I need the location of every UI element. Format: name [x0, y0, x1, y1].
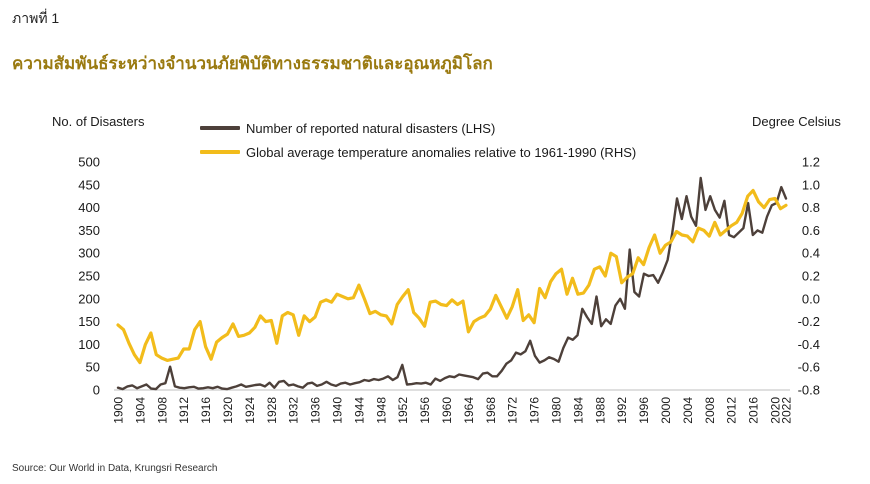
x-tick-label: 1908 — [155, 397, 169, 424]
series-line-disasters — [116, 176, 788, 391]
x-tick-label: 1932 — [287, 397, 301, 424]
left-tick-label: 500 — [78, 155, 100, 170]
legend: Number of reported natural disasters (LH… — [200, 116, 636, 164]
source-note: Source: Our World in Data, Krungsri Rese… — [12, 463, 218, 474]
right-tick-label: 0.2 — [802, 269, 820, 284]
right-tick-label: 0.0 — [802, 291, 820, 306]
x-tick-label: 1984 — [571, 397, 585, 424]
left-axis-title: No. of Disasters — [52, 114, 145, 129]
left-tick-label: 450 — [78, 177, 100, 192]
x-tick-label: 2000 — [659, 397, 673, 424]
left-tick-label: 300 — [78, 246, 100, 261]
legend-label-disasters: Number of reported natural disasters (LH… — [246, 120, 496, 136]
chart-title: ความสัมพันธ์ระหว่างจำนวนภัยพิบัติทางธรรม… — [12, 54, 493, 73]
x-tick-label: 1972 — [506, 397, 520, 424]
legend-item-temperature: Global average temperature anomalies rel… — [200, 140, 636, 164]
right-tick-label: -0.6 — [798, 360, 820, 375]
left-tick-label: 50 — [86, 360, 100, 375]
x-tick-label: 1900 — [112, 397, 126, 424]
right-axis-title: Degree Celsius — [752, 114, 841, 129]
left-tick-label: 250 — [78, 269, 100, 284]
x-tick-label: 1960 — [440, 397, 454, 424]
x-tick-label: 1928 — [265, 397, 279, 424]
x-tick-label: 1952 — [396, 397, 410, 424]
x-tick-label: 2008 — [703, 397, 717, 424]
left-tick-label: 200 — [78, 291, 100, 306]
right-tick-label: -0.2 — [798, 314, 820, 329]
right-tick-label: 0.6 — [802, 223, 820, 238]
x-tick-label: 1992 — [615, 397, 629, 424]
figure-label: ภาพที่ 1 — [12, 10, 60, 26]
x-tick-label: 2004 — [681, 397, 695, 424]
x-tick-label: 2022 — [780, 397, 794, 424]
x-tick-label: 1924 — [243, 397, 257, 424]
right-tick-label: 1.2 — [802, 155, 820, 170]
right-tick-label: -0.8 — [798, 383, 820, 398]
x-tick-label: 1936 — [309, 397, 323, 424]
right-tick-label: 0.8 — [802, 200, 820, 215]
series-line-temperature — [116, 188, 788, 365]
left-tick-label: 100 — [78, 337, 100, 352]
x-tick-label: 1904 — [133, 397, 147, 424]
x-tick-label: 1956 — [418, 397, 432, 424]
legend-label-temperature: Global average temperature anomalies rel… — [246, 144, 637, 160]
x-tick-label: 1940 — [331, 397, 345, 424]
left-tick-label: 350 — [78, 223, 100, 238]
legend-swatch-temperature — [200, 150, 240, 154]
x-tick-label: 2020 — [769, 397, 783, 424]
left-tick-label: 150 — [78, 314, 100, 329]
right-tick-label: 0.4 — [802, 246, 820, 261]
legend-item-disasters: Number of reported natural disasters (LH… — [200, 116, 636, 140]
x-tick-label: 1964 — [462, 397, 476, 424]
right-tick-label: -0.4 — [798, 337, 820, 352]
x-tick-label: 1976 — [528, 397, 542, 424]
x-tick-label: 1944 — [352, 397, 366, 424]
right-tick-label: 1.0 — [802, 177, 820, 192]
x-tick-label: 1996 — [637, 397, 651, 424]
left-tick-label: 400 — [78, 200, 100, 215]
x-tick-label: 2012 — [725, 397, 739, 424]
legend-swatch-disasters — [200, 126, 240, 130]
x-tick-label: 1988 — [593, 397, 607, 424]
x-tick-label: 1968 — [484, 397, 498, 424]
x-tick-label: 1980 — [550, 397, 564, 424]
x-tick-label: 1920 — [221, 397, 235, 424]
x-tick-label: 2016 — [747, 397, 761, 424]
x-tick-label: 1948 — [374, 397, 388, 424]
left-tick-label: 0 — [93, 383, 100, 398]
x-tick-label: 1912 — [177, 397, 191, 424]
x-tick-label: 1916 — [199, 397, 213, 424]
